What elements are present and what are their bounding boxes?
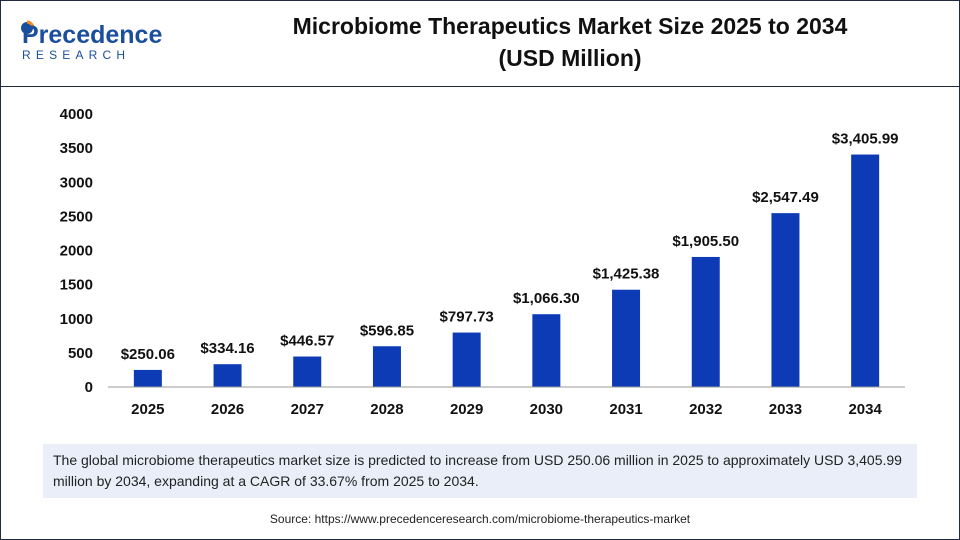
chart-title-line1: Microbiome Therapeutics Market Size 2025… xyxy=(292,13,848,39)
chart-title: Microbiome Therapeutics Market Size 2025… xyxy=(210,10,930,74)
data-label-2028: $596.85 xyxy=(360,322,414,339)
bar-2034 xyxy=(851,154,880,387)
x-tick-label: 2029 xyxy=(450,401,483,418)
bar-2032 xyxy=(691,256,720,387)
data-label-2034: $3,405.99 xyxy=(832,131,899,148)
x-tick-label: 2026 xyxy=(211,401,244,418)
logo-brand-text: Precedence xyxy=(22,21,162,49)
y-tick-label: 4000 xyxy=(60,106,93,123)
data-label-2033: $2,547.49 xyxy=(752,189,819,206)
data-label-2030: $1,066.30 xyxy=(513,290,580,307)
x-tick-label: 2025 xyxy=(131,401,164,418)
bar-2030 xyxy=(532,314,561,387)
y-tick-label: 3000 xyxy=(60,174,93,191)
data-labels: $250.06 $334.16 $446.57 $596.85 $797.73 $1,06… xyxy=(121,131,899,363)
bar-2026 xyxy=(213,364,242,387)
bar-2028 xyxy=(372,346,401,387)
bar-2025 xyxy=(133,369,162,387)
x-tick-label: 2033 xyxy=(769,401,802,418)
bars xyxy=(133,154,880,387)
summary-caption: The global microbiome therapeutics marke… xyxy=(43,444,917,498)
x-tick-label: 2032 xyxy=(689,401,722,418)
y-tick-label: 500 xyxy=(68,345,93,362)
data-label-2031: $1,425.38 xyxy=(593,266,660,283)
bar-2029 xyxy=(452,332,481,387)
x-tick-label: 2027 xyxy=(291,401,324,418)
y-tick-label: 2000 xyxy=(60,243,93,260)
y-tick-label: 1000 xyxy=(60,311,93,328)
x-axis: 2025 2026 2027 2028 2029 2030 2031 2032 2033 2034 xyxy=(108,386,905,418)
bar-2027 xyxy=(293,356,322,387)
y-tick-label: 0 xyxy=(85,379,93,396)
data-label-2027: $446.57 xyxy=(280,333,334,350)
data-label-2029: $797.73 xyxy=(440,309,494,326)
x-tick-label: 2031 xyxy=(609,401,642,418)
bar-chart: 0 500 1000 1500 2000 2500 3000 3500 4000 $250.06… xyxy=(60,106,905,418)
data-label-2032: $1,905.50 xyxy=(672,233,739,250)
bar-2033 xyxy=(771,213,800,387)
y-axis: 0 500 1000 1500 2000 2500 3000 3500 4000 xyxy=(60,106,93,396)
data-label-2025: $250.06 xyxy=(121,346,175,363)
header-divider xyxy=(0,86,960,87)
bar-2031 xyxy=(612,289,641,387)
x-tick-label: 2028 xyxy=(370,401,403,418)
y-tick-label: 2500 xyxy=(60,208,93,225)
x-tick-label: 2030 xyxy=(530,401,563,418)
y-tick-label: 1500 xyxy=(60,277,93,294)
x-tick-label: 2034 xyxy=(848,401,882,418)
logo-mark-icon xyxy=(21,22,33,34)
data-label-2026: $334.16 xyxy=(200,340,254,357)
precedence-research-logo: Precedence RESEARCH xyxy=(21,20,162,62)
y-tick-label: 3500 xyxy=(60,140,93,157)
source-note: Source: https://www.precedenceresearch.c… xyxy=(269,512,691,526)
chart-title-line2: (USD Million) xyxy=(498,45,642,71)
header: Precedence RESEARCH Microbiome Therapeut… xyxy=(0,0,960,86)
logo-sub-text: RESEARCH xyxy=(22,48,130,62)
